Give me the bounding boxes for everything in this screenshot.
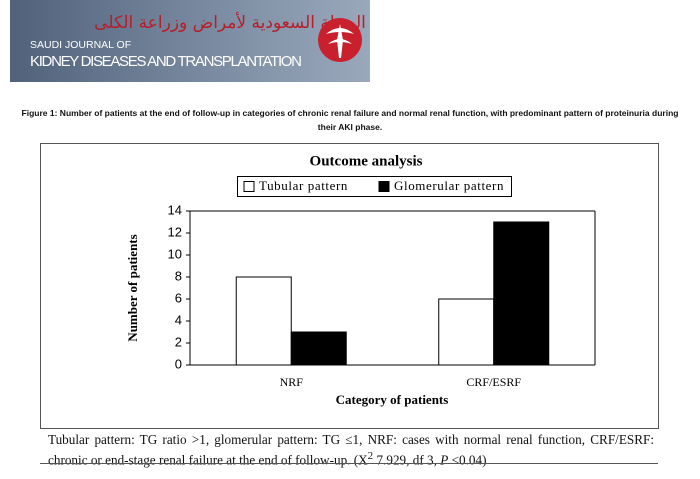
bar [235, 276, 292, 366]
journal-name: KIDNEY DISEASES AND TRANSPLANTATION [30, 53, 302, 70]
legend-label: Glomerular pattern [394, 178, 504, 193]
journal-name: SAUDI JOURNAL OF [30, 39, 131, 51]
note-rule [40, 463, 658, 464]
legend-label: Tubular pattern [259, 178, 348, 193]
y-tick-label: 10 [168, 246, 182, 261]
note-text: 2 [367, 450, 374, 462]
logo-mark [326, 24, 354, 58]
x-tick-label: CRF/ESRF [466, 375, 521, 389]
bar [290, 331, 347, 366]
note-text: <0.04) [448, 452, 487, 468]
figure-caption: Figure 1: Number of patients at the end … [21, 108, 679, 132]
bar [438, 298, 495, 366]
y-tick-label: 12 [168, 224, 182, 239]
y-tick-label: 14 [168, 202, 182, 217]
chart-frame [40, 143, 659, 429]
y-tick-label: 2 [175, 334, 182, 349]
arabic-title: المجلة السعودية لأمراض وزراعة الكلى [94, 12, 366, 33]
y-tick-label: 6 [175, 290, 182, 305]
x-axis-label: Category of patients [336, 392, 449, 407]
y-tick-label: 8 [175, 268, 182, 283]
y-axis-label: Number of patients [125, 234, 140, 341]
x-tick-label: NRF [280, 375, 304, 389]
y-tick-label: 4 [175, 312, 182, 327]
bar [493, 221, 550, 366]
note-text: P [440, 452, 449, 468]
legend-swatch [243, 181, 255, 192]
journal-banner: المجلة السعودية لأمراض وزراعة الكلى SAUD… [10, 0, 370, 82]
legend-box [237, 176, 512, 197]
banner-art: المجلة السعودية لأمراض وزراعة الكلى SAUD… [30, 12, 366, 70]
note-text: 7.929, df 3, [373, 452, 441, 468]
chart-title: Outcome analysis [310, 153, 423, 169]
y-tick-label: 0 [175, 356, 182, 371]
legend-swatch [378, 181, 390, 192]
